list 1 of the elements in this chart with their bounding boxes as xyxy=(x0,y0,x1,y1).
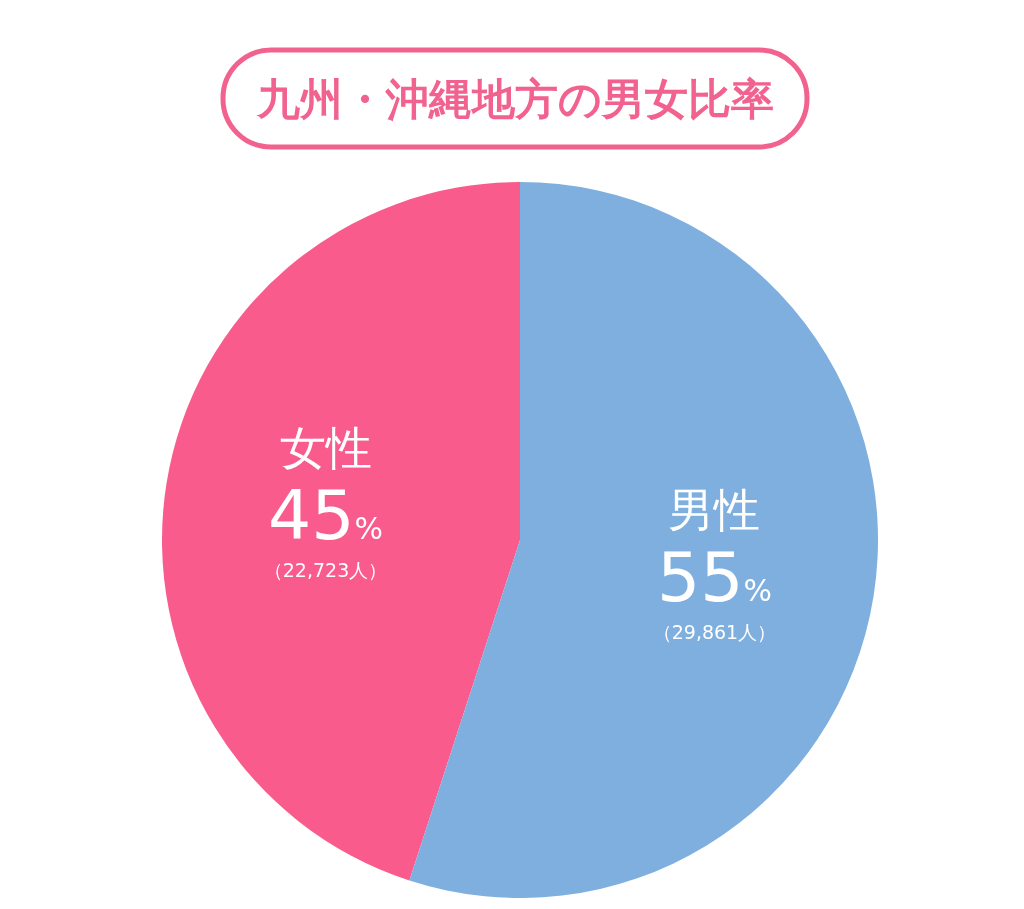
chart-title: 九州・沖縄地方の男女比率 xyxy=(255,74,774,124)
